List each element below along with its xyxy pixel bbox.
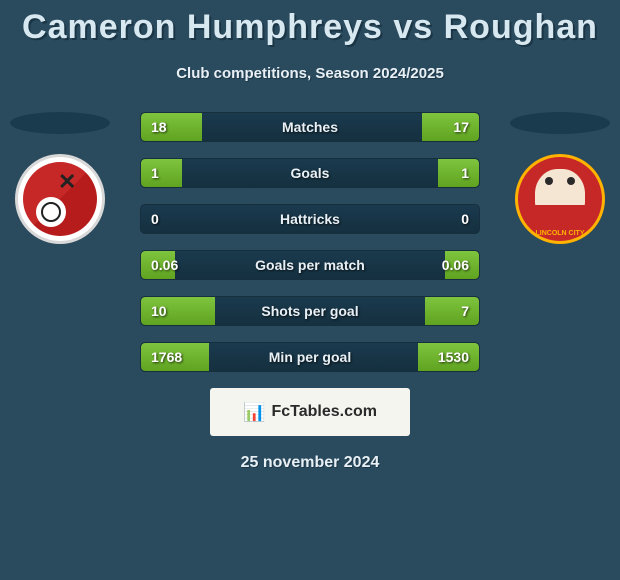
stat-value-right: 17	[453, 119, 469, 135]
chart-icon: 📊	[243, 402, 265, 423]
watermark-text: FcTables.com	[271, 403, 377, 421]
stat-value-left: 0.06	[151, 257, 178, 273]
stat-row: 0.06 Goals per match 0.06	[140, 250, 480, 280]
stat-bar-right	[438, 159, 479, 187]
platform-shadow-right	[510, 112, 610, 134]
stat-value-right: 0.06	[442, 257, 469, 273]
badge-text: LINCOLN CITY	[536, 230, 585, 237]
stat-row: 10 Shots per goal 7	[140, 296, 480, 326]
stat-row: 1 Goals 1	[140, 158, 480, 188]
stat-value-left: 1	[151, 165, 159, 181]
stat-row: 0 Hattricks 0	[140, 204, 480, 234]
date-label: 25 november 2024	[0, 454, 620, 472]
stat-label: Hattricks	[280, 211, 340, 227]
player-right-column: LINCOLN CITY	[500, 112, 620, 244]
subtitle: Club competitions, Season 2024/2025	[0, 65, 620, 82]
stat-row: 1768 Min per goal 1530	[140, 342, 480, 372]
stat-bar-right	[422, 113, 479, 141]
stat-value-left: 1768	[151, 349, 182, 365]
club-badge-right: LINCOLN CITY	[515, 154, 605, 244]
comparison-content: ✕ LINCOLN CITY 18Matches171Goals10Hattri…	[0, 112, 620, 372]
stat-label: Goals per match	[255, 257, 365, 273]
stat-bar-right	[425, 297, 479, 325]
page-title: Cameron Humphreys vs Roughan	[0, 0, 620, 47]
stat-label: Shots per goal	[261, 303, 358, 319]
club-badge-left: ✕	[15, 154, 105, 244]
stat-label: Matches	[282, 119, 338, 135]
stat-value-right: 1530	[438, 349, 469, 365]
stat-value-right: 0	[461, 211, 469, 227]
stats-table: 18Matches171Goals10Hattricks00.06Goals p…	[140, 112, 480, 372]
stat-value-left: 10	[151, 303, 167, 319]
crossed-keys-icon: ✕	[58, 169, 88, 199]
player-left-column: ✕	[0, 112, 120, 244]
watermark: 📊 FcTables.com	[210, 388, 410, 436]
stat-label: Min per goal	[269, 349, 351, 365]
football-icon	[36, 197, 66, 227]
stat-bar-left	[141, 159, 182, 187]
stat-label: Goals	[291, 165, 330, 181]
stat-value-left: 18	[151, 119, 167, 135]
stat-value-right: 7	[461, 303, 469, 319]
stat-row: 18 Matches 17	[140, 112, 480, 142]
stat-value-right: 1	[461, 165, 469, 181]
stat-value-left: 0	[151, 211, 159, 227]
platform-shadow-left	[10, 112, 110, 134]
